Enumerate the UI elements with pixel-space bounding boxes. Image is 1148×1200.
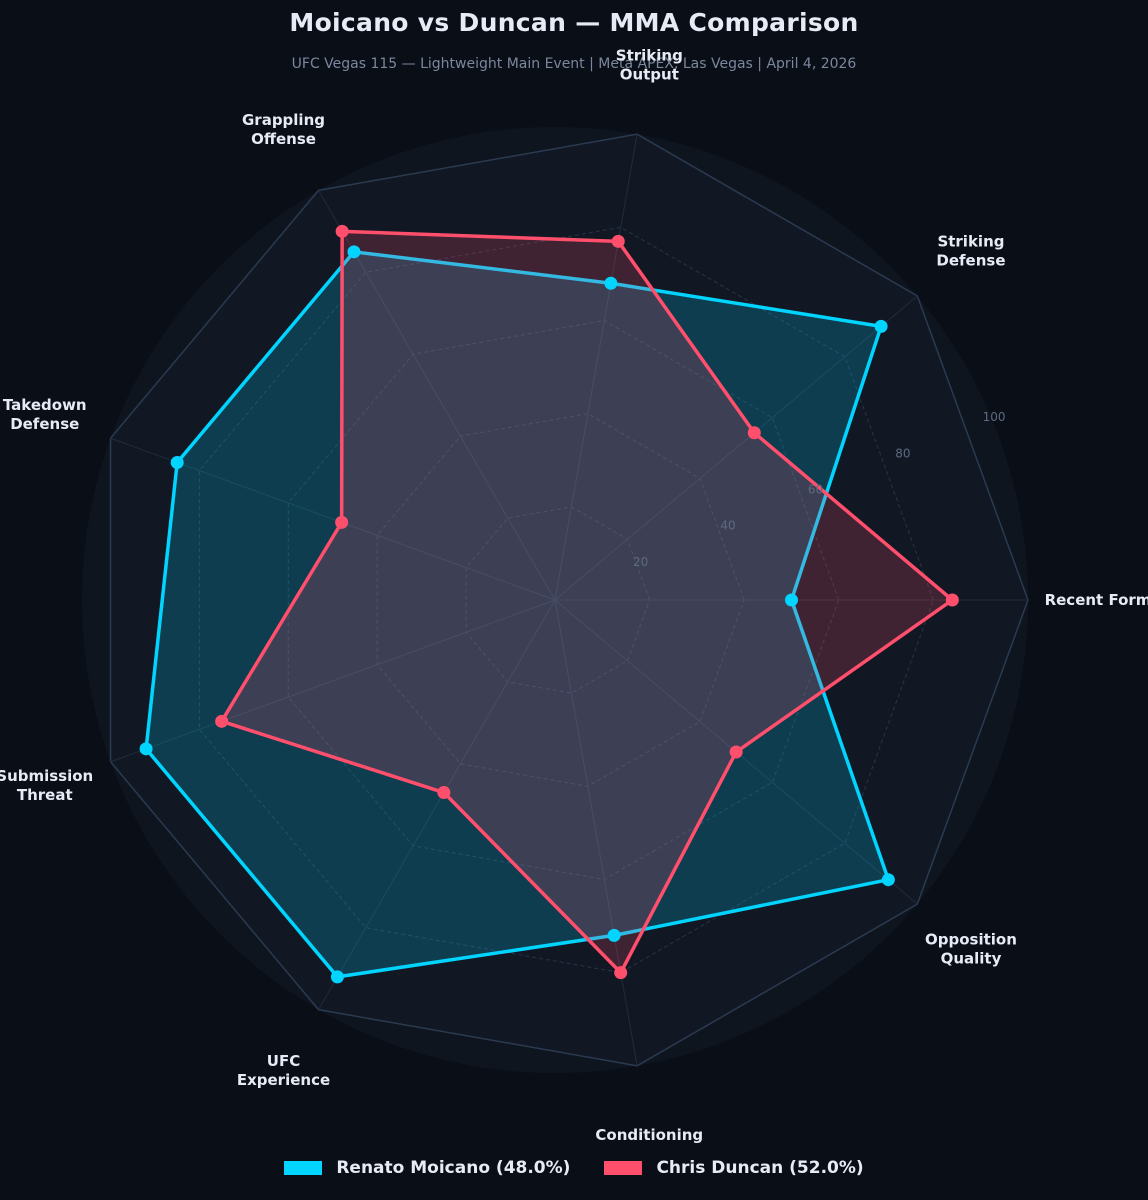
legend-label-moicano: Renato Moicano (48.0%) xyxy=(336,1158,571,1178)
axis-spoke xyxy=(554,134,638,601)
radial-tick-label: 80 xyxy=(895,446,910,460)
legend: Renato Moicano (48.0%) Chris Duncan (52.… xyxy=(0,1158,1148,1178)
chart-title: Moicano vs Duncan — MMA Comparison xyxy=(289,8,859,37)
radial-tick-label: 40 xyxy=(720,519,735,533)
axis-label: Opposition Quality xyxy=(925,931,1017,968)
radial-tick-label: 100 xyxy=(983,410,1006,424)
data-point-chris-duncan xyxy=(335,224,349,238)
grid-ring-80 xyxy=(198,226,934,974)
axis-label: Recent Form xyxy=(1045,591,1148,609)
chart-subtitle: UFC Vegas 115 — Lightweight Main Event |… xyxy=(291,56,857,72)
axis-spoke xyxy=(110,437,556,601)
data-point-chris-duncan xyxy=(747,426,761,440)
data-point-chris-duncan xyxy=(215,714,229,728)
data-point-renato-moicano xyxy=(347,245,361,259)
axis-label: Takedown Defense xyxy=(3,396,87,433)
data-point-chris-duncan xyxy=(945,593,959,607)
radar-chart: 20 40 60 80 100 Recent Form Striking Defense Str… xyxy=(0,47,1148,1144)
data-point-renato-moicano xyxy=(604,276,618,290)
data-point-chris-duncan xyxy=(437,786,451,800)
legend-item-duncan: Chris Duncan (52.0%) xyxy=(604,1158,864,1178)
radial-tick-label: 60 xyxy=(808,482,823,496)
data-point-chris-duncan xyxy=(729,745,743,759)
legend-item-moicano: Renato Moicano (48.0%) xyxy=(284,1158,570,1178)
axis-spoke xyxy=(554,599,638,1066)
grid-ring-40 xyxy=(376,413,745,787)
data-point-renato-moicano xyxy=(874,319,888,333)
data-point-renato-moicano xyxy=(330,970,344,984)
axis-label: Conditioning xyxy=(595,1126,703,1144)
data-point-renato-moicano xyxy=(170,455,184,469)
axis-label: UFC Experience xyxy=(237,1052,330,1089)
data-point-renato-moicano xyxy=(785,593,798,607)
legend-swatch-duncan xyxy=(604,1161,643,1175)
data-point-renato-moicano xyxy=(607,928,621,942)
axis-label: Striking Output xyxy=(616,47,683,84)
series-area-chris-duncan xyxy=(219,229,955,975)
axis-label: Submission Threat xyxy=(0,767,93,804)
axis-label: Grappling Offense xyxy=(242,111,325,148)
grid-ring-20 xyxy=(465,506,651,694)
data-point-chris-duncan xyxy=(614,966,628,980)
axis-spoke xyxy=(554,295,918,601)
radial-tick-label: 20 xyxy=(633,555,648,569)
data-point-chris-duncan xyxy=(611,234,625,248)
axis-spoke xyxy=(318,190,556,601)
data-point-renato-moicano xyxy=(881,873,895,887)
legend-swatch-moicano xyxy=(284,1161,323,1175)
legend-label-duncan: Chris Duncan (52.0%) xyxy=(656,1158,864,1178)
data-point-chris-duncan xyxy=(335,515,349,529)
series-area-renato-moicano xyxy=(144,250,891,979)
axis-label: Striking Defense xyxy=(936,232,1005,269)
data-point-renato-moicano xyxy=(139,742,153,756)
axis-spoke xyxy=(318,599,556,1010)
axis-spoke xyxy=(110,599,556,763)
